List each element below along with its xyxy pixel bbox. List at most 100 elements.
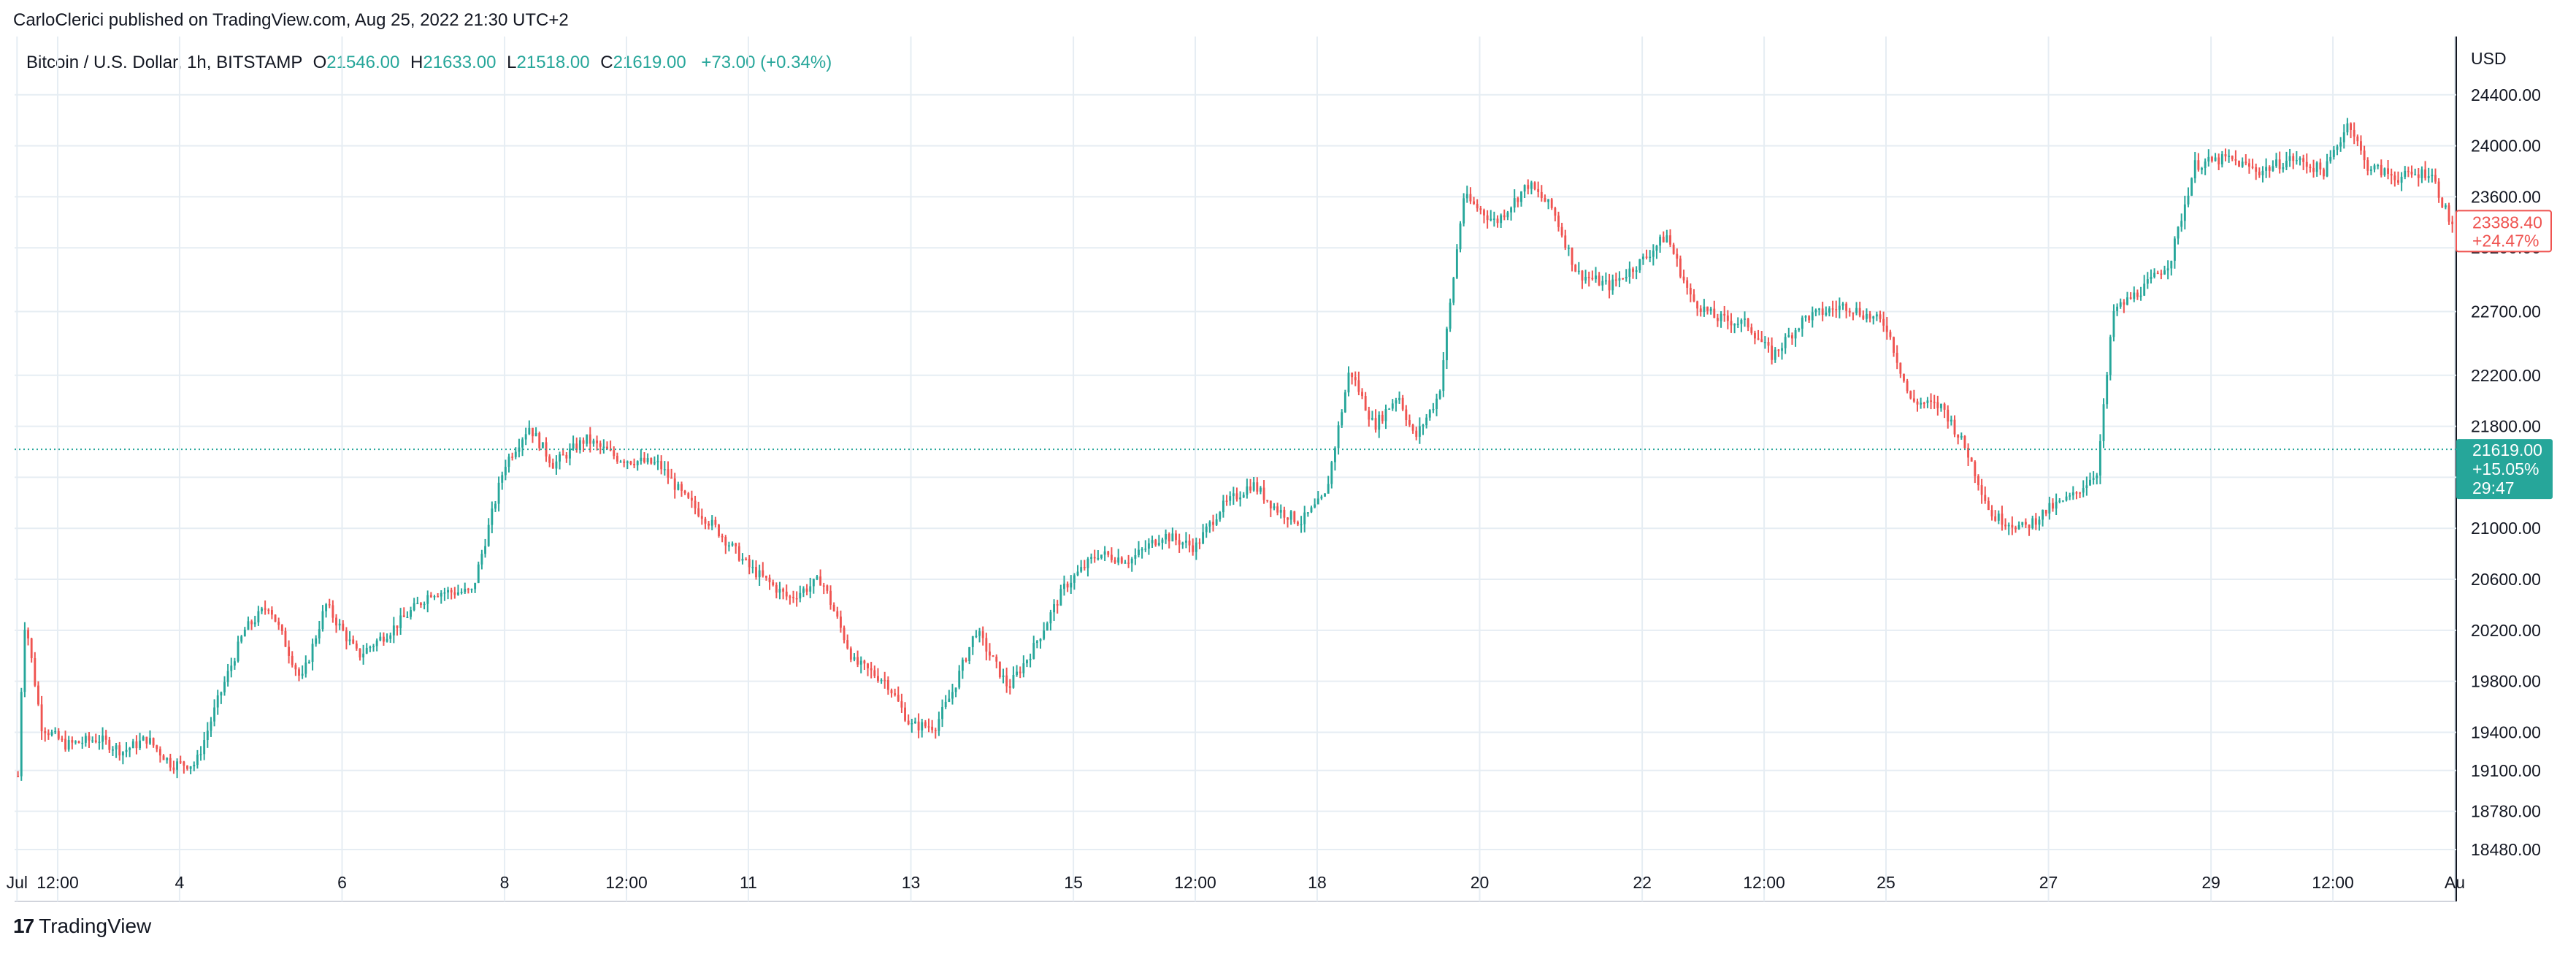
- candle-body: [907, 720, 910, 725]
- candle-body: [328, 604, 331, 606]
- candle-body: [1984, 495, 1987, 501]
- candle-body: [2220, 154, 2223, 165]
- candle-body: [521, 439, 524, 448]
- candle-body: [690, 497, 693, 501]
- candle-body: [270, 610, 273, 615]
- candle-body: [2214, 157, 2217, 161]
- candle-body: [2109, 337, 2112, 375]
- candle-body: [2285, 161, 2288, 168]
- candle-body: [1665, 235, 1668, 243]
- symbol-name[interactable]: Bitcoin / U.S. Dollar, 1h, BITSTAMP: [26, 53, 302, 72]
- candle-body: [1418, 426, 1421, 437]
- candle-body: [1086, 558, 1089, 568]
- candle-body: [1510, 207, 1513, 213]
- candle-body: [1831, 308, 1834, 310]
- candle-body: [2397, 180, 2399, 183]
- candle-body: [636, 461, 639, 465]
- candle-body: [426, 595, 429, 604]
- candle-body: [954, 687, 957, 692]
- candle-body: [104, 735, 107, 740]
- candle-body: [1066, 584, 1069, 588]
- candle-body: [1371, 418, 1373, 420]
- candle-body: [1720, 313, 1722, 321]
- candle-body: [697, 508, 700, 516]
- candle-body: [995, 656, 998, 662]
- candle-body: [2160, 273, 2163, 275]
- candle-body: [1019, 671, 1021, 673]
- candle-body: [1930, 400, 1932, 402]
- candle-body: [2146, 279, 2149, 284]
- candle-body: [2096, 476, 2098, 478]
- candle-body: [135, 741, 138, 749]
- candle-body: [2356, 136, 2359, 142]
- candle-body: [1866, 313, 1868, 319]
- candle-body: [867, 663, 869, 668]
- candle-body: [440, 592, 442, 597]
- candle-body: [802, 588, 805, 593]
- candle-body: [1283, 509, 1286, 518]
- candle-body: [606, 446, 608, 450]
- high-label: H: [410, 53, 423, 72]
- candle-body: [1628, 268, 1631, 277]
- candle-body: [1744, 318, 1746, 320]
- candle-body: [826, 585, 829, 591]
- candle-body: [886, 680, 889, 690]
- candle-body: [992, 655, 994, 657]
- candle-body: [1256, 482, 1259, 492]
- candle-body: [1442, 360, 1445, 392]
- candle-body: [2061, 500, 2064, 502]
- candle-body: [1035, 641, 1038, 644]
- currency-label: USD: [2471, 49, 2507, 68]
- candle-body: [1554, 207, 1557, 216]
- candle-body: [1269, 500, 1272, 508]
- candle-body: [1763, 342, 1766, 343]
- candle-body: [958, 671, 961, 688]
- candle-body: [23, 630, 26, 692]
- tradingview-footer[interactable]: 17 TradingView: [13, 915, 151, 938]
- candle-body: [1029, 658, 1032, 660]
- candle-body: [1289, 511, 1292, 520]
- candle-body: [1337, 425, 1340, 449]
- candle-body: [1202, 532, 1205, 544]
- candle-body: [1063, 584, 1065, 589]
- candle-body: [2377, 164, 2380, 167]
- candle-body: [1229, 496, 1232, 501]
- candle-body: [2282, 167, 2285, 169]
- candle-body: [687, 493, 690, 498]
- candle-body: [792, 597, 794, 598]
- candle-body: [1632, 268, 1634, 272]
- candle-body: [643, 457, 645, 462]
- candle-body: [230, 665, 233, 671]
- candle-body: [1889, 332, 1892, 337]
- candle-body: [1686, 280, 1689, 289]
- candle-body: [2251, 167, 2254, 168]
- y-tick-label: 20200.00: [2471, 621, 2541, 640]
- candle-body: [924, 722, 927, 727]
- candle-body: [640, 457, 643, 462]
- candle-body: [1008, 686, 1011, 688]
- candle-body: [2173, 238, 2176, 261]
- candle-body: [67, 740, 70, 750]
- candle-body: [2278, 159, 2281, 169]
- candle-body: [596, 440, 599, 443]
- candle-body: [2038, 519, 2041, 525]
- symbol-legend: Bitcoin / U.S. Dollar, 1h, BITSTAMP O215…: [26, 53, 832, 73]
- candle-body: [1974, 461, 1977, 476]
- candle-body: [1947, 409, 1950, 421]
- candle-body: [2319, 162, 2322, 169]
- candle-body: [721, 535, 724, 538]
- candle-body: [1771, 346, 1774, 360]
- candle-body: [1151, 540, 1154, 543]
- y-tick-label: 18480.00: [2471, 840, 2541, 859]
- candle-body: [470, 589, 473, 590]
- candle-body: [2417, 174, 2420, 178]
- candle-body: [27, 630, 29, 638]
- candle-body: [264, 608, 267, 610]
- candle-body: [1987, 500, 1990, 511]
- candle-body: [362, 653, 365, 658]
- candle-body: [1276, 506, 1279, 513]
- candle-body: [656, 461, 659, 462]
- candle-body: [1411, 424, 1414, 431]
- candle-body: [2248, 163, 2250, 167]
